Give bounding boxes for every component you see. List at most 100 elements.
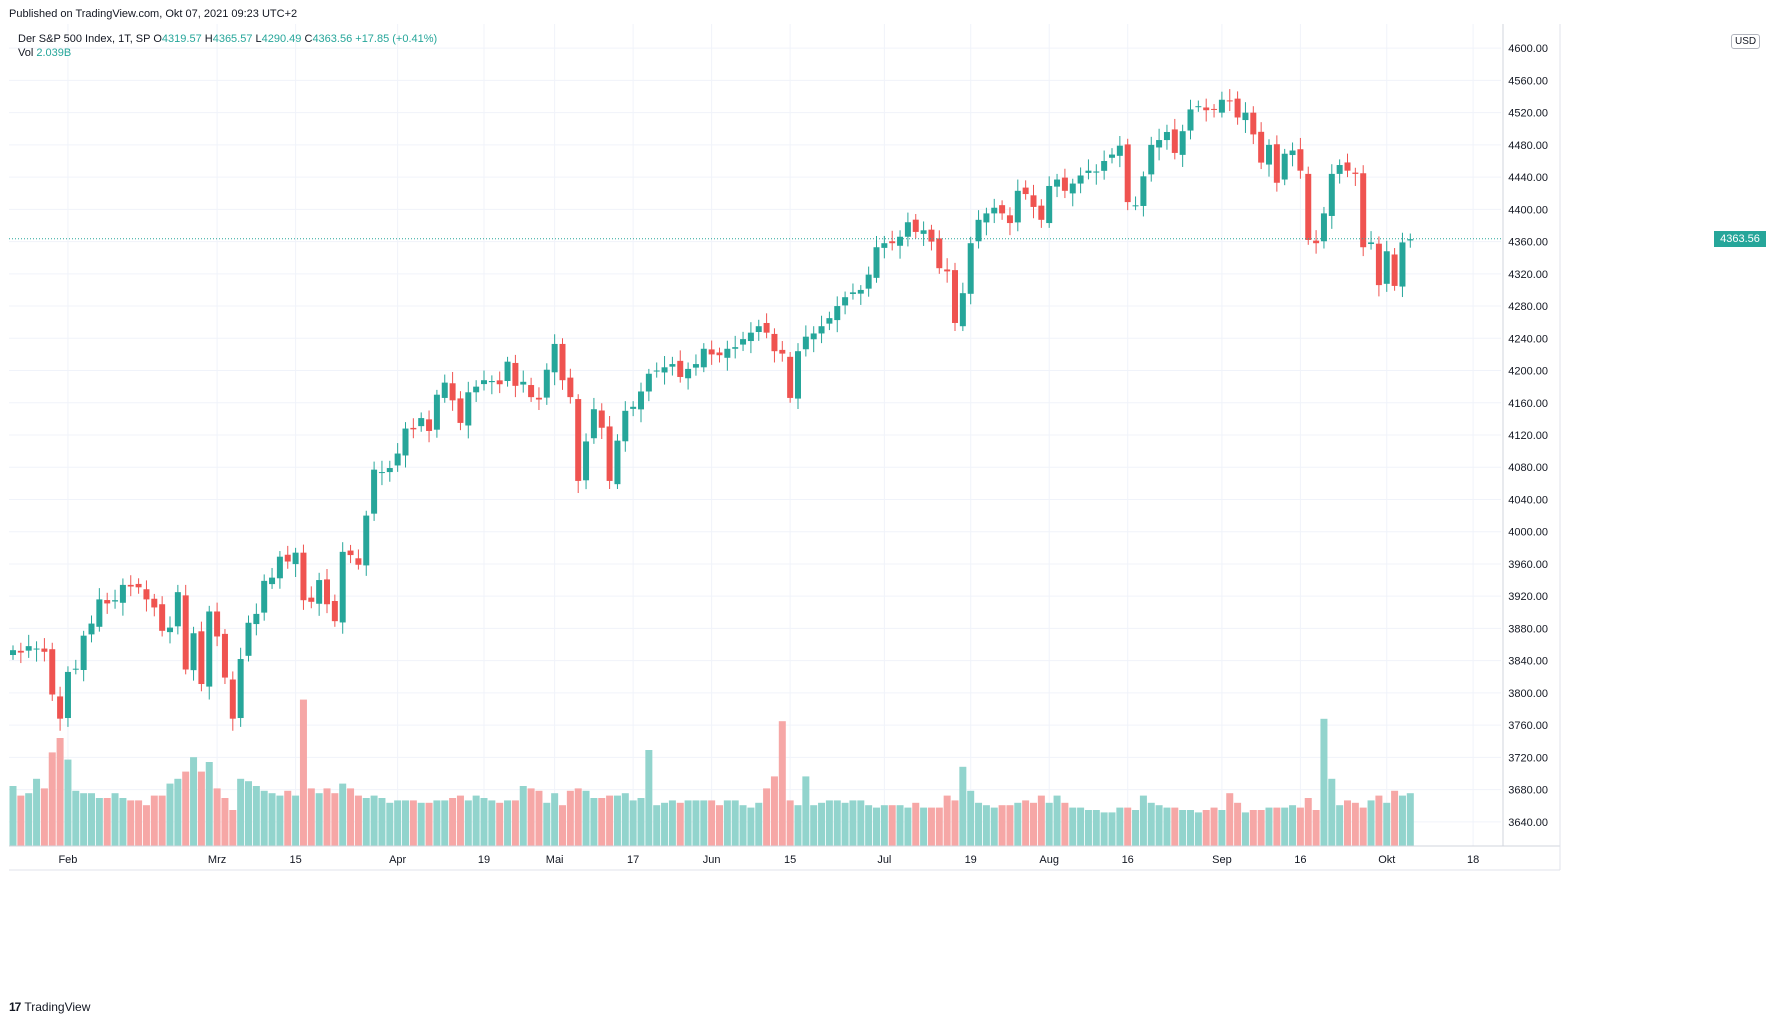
candle-body <box>418 418 425 427</box>
y-tick-label: 3800.00 <box>1508 688 1548 700</box>
volume-bar <box>1116 807 1124 846</box>
candlesticks <box>10 89 1414 731</box>
volume-bar <box>747 807 755 846</box>
candle-body <box>1399 242 1406 287</box>
candle-body <box>41 648 48 652</box>
candle-body <box>1297 149 1304 171</box>
volume-bar <box>1241 812 1249 846</box>
candle-body <box>49 649 56 695</box>
candle-body <box>1211 108 1218 110</box>
candle-body <box>787 356 794 398</box>
volume-bar <box>245 781 252 846</box>
volume-bar <box>873 807 880 846</box>
candle-body <box>17 650 24 653</box>
volume-bar <box>276 795 284 846</box>
candle-body <box>10 650 16 656</box>
volume-bar <box>700 800 708 846</box>
footer-branding[interactable]: 17 TradingView <box>9 1000 90 1014</box>
candle-body <box>685 368 692 379</box>
volume-bar <box>833 800 841 846</box>
volume-bar <box>1077 807 1085 846</box>
volume-bar <box>142 805 150 846</box>
volume-bar <box>1234 802 1242 846</box>
volume-bar <box>323 788 331 846</box>
volume-bar <box>307 788 315 846</box>
candle-body <box>127 584 134 587</box>
volume-bar <box>1202 810 1210 846</box>
volume-bar <box>1249 810 1257 846</box>
candle-body <box>355 558 362 565</box>
candle-body <box>575 399 582 481</box>
candle-body <box>732 347 739 349</box>
y-tick-label: 3640.00 <box>1508 817 1548 829</box>
volume-bar <box>653 805 661 846</box>
candle-body <box>1093 171 1100 173</box>
candle-body <box>33 648 40 650</box>
candle-body <box>496 380 503 385</box>
low-label: L <box>255 33 262 45</box>
candle-body <box>849 292 856 294</box>
currency-badge[interactable]: USD <box>1731 34 1761 49</box>
volume-bar <box>1092 810 1100 846</box>
y-tick-label: 4160.00 <box>1508 398 1548 410</box>
x-tick-label: Aug <box>1039 854 1059 866</box>
y-tick-label: 4240.00 <box>1508 333 1548 345</box>
candle-body <box>842 297 849 306</box>
volume-bar <box>354 795 362 846</box>
candle-body <box>151 598 158 608</box>
volume-bar <box>935 807 943 846</box>
candle-body <box>159 604 166 631</box>
y-tick-label: 4560.00 <box>1508 75 1548 87</box>
candle-body <box>1336 165 1343 174</box>
volume-bar <box>370 795 378 846</box>
volume-bar <box>943 795 951 846</box>
candle-body <box>1054 179 1061 187</box>
last-price-tag: 4363.56 <box>1714 230 1766 247</box>
volume-bar <box>9 786 17 846</box>
candle-body <box>1273 144 1280 183</box>
volume-bar <box>1037 795 1045 846</box>
y-tick-label: 3960.00 <box>1508 559 1548 571</box>
x-tick-label: 15 <box>289 854 301 866</box>
volume-bar <box>237 778 245 846</box>
y-tick-label: 3920.00 <box>1508 591 1548 603</box>
candle-body <box>999 205 1006 214</box>
candle-body <box>504 361 511 382</box>
candle-body <box>771 333 778 352</box>
candle-body <box>1250 112 1257 135</box>
volume-bar <box>496 802 504 846</box>
volume-bar <box>449 798 457 846</box>
candle-body <box>873 247 880 278</box>
candle-body <box>1242 112 1249 121</box>
x-tick-label: Jun <box>703 854 721 866</box>
volume-bar <box>504 800 512 846</box>
volume-bar <box>1406 793 1414 846</box>
volume-bar <box>825 800 833 846</box>
volume-bar <box>205 762 213 846</box>
candle-body <box>826 318 833 324</box>
open-label: O <box>153 33 162 45</box>
candle-body <box>449 383 456 401</box>
candle-body <box>606 426 613 481</box>
volume-bars <box>9 699 1414 846</box>
candle-body <box>316 580 323 604</box>
candle-body <box>512 362 519 386</box>
candle-body <box>221 633 228 678</box>
volume-bar <box>1210 807 1218 846</box>
candle-body <box>1391 254 1398 286</box>
x-tick-label: Okt <box>1378 854 1395 866</box>
volume-bar <box>1124 807 1132 846</box>
high-value: 4365.57 <box>212 33 253 45</box>
candle-body <box>1313 240 1320 244</box>
volume-bar <box>645 750 653 846</box>
candle-body <box>378 472 385 474</box>
volume-bar <box>1312 810 1320 846</box>
candle-body <box>1006 215 1013 224</box>
x-tick-label: 16 <box>1122 854 1134 866</box>
candle-body <box>347 550 354 556</box>
candle-body <box>1289 150 1296 156</box>
volume-bar <box>731 800 739 846</box>
volume-bar <box>56 738 64 846</box>
volume-bar <box>1022 800 1030 846</box>
